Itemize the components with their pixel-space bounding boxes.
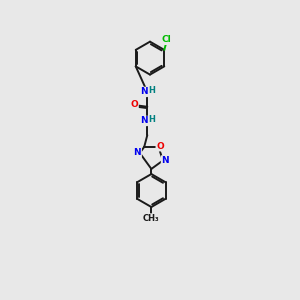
Text: N: N [134, 148, 141, 158]
Text: N: N [140, 116, 147, 125]
Text: N: N [161, 156, 169, 165]
Text: O: O [156, 142, 164, 151]
Text: O: O [130, 100, 138, 109]
Text: CH₃: CH₃ [143, 214, 160, 223]
Text: N: N [140, 87, 147, 96]
Text: Cl: Cl [161, 35, 171, 44]
Text: H: H [148, 116, 155, 124]
Text: H: H [148, 86, 155, 95]
